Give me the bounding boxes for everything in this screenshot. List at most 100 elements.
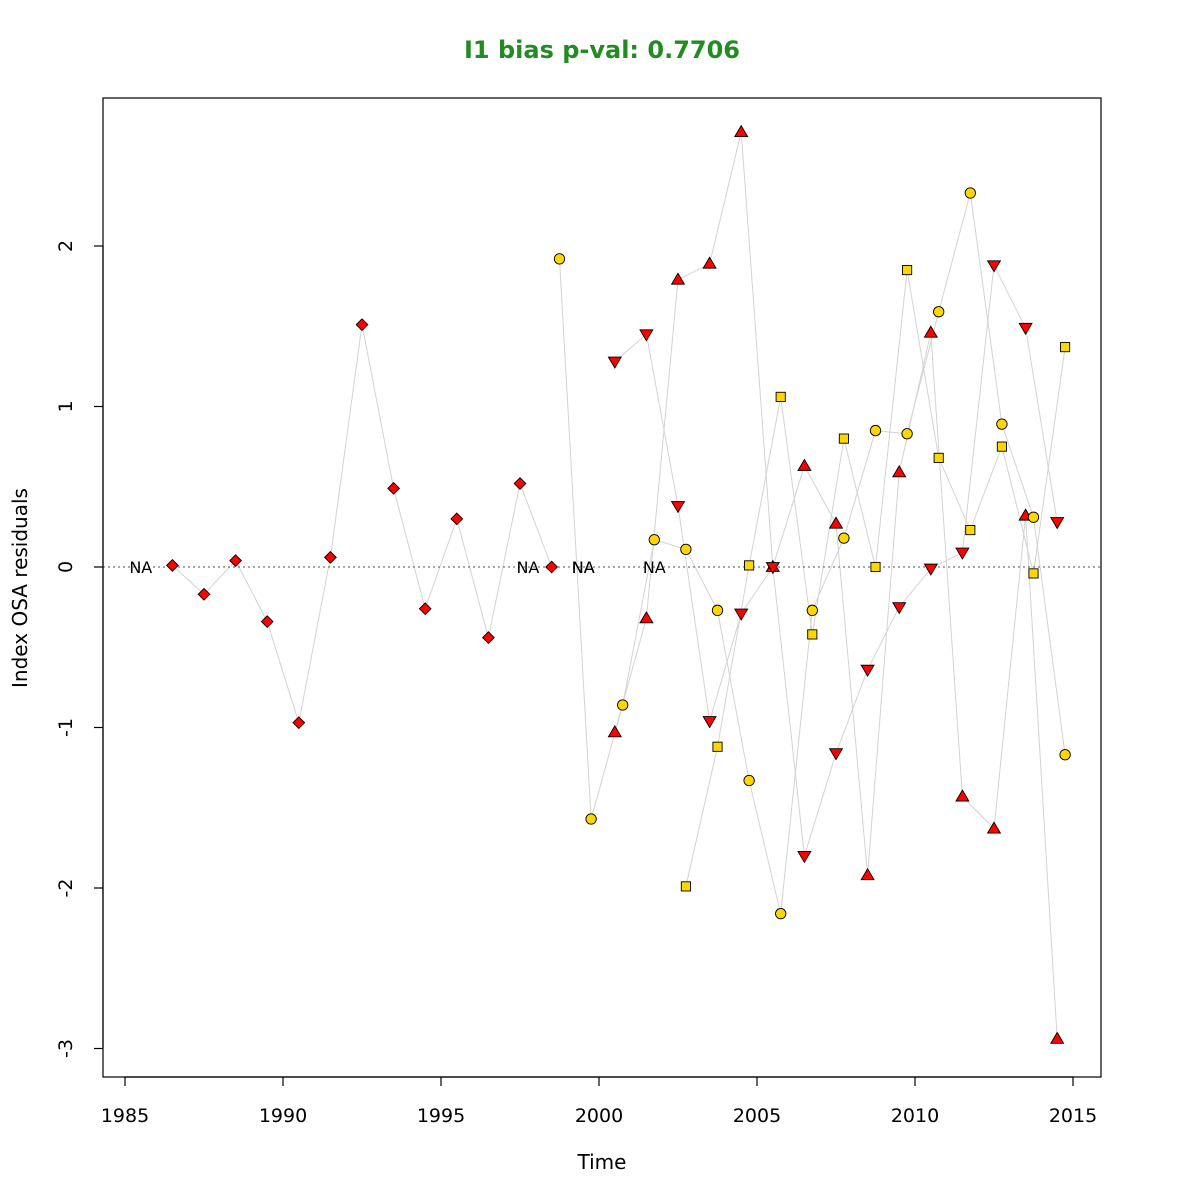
point-triangle-down (607, 356, 622, 369)
point-circle (585, 813, 597, 825)
x-tick-label: 1990 (259, 1105, 307, 1127)
point-triangle-down (828, 748, 844, 761)
point-square (965, 525, 976, 536)
point-circle (775, 908, 787, 920)
point-triangle-down (892, 602, 907, 615)
x-tick-label: 2000 (575, 1105, 623, 1127)
point-triangle-up (670, 272, 686, 285)
connector-line-triangle-down (614, 263, 1058, 857)
point-diamond (545, 560, 559, 574)
point-square (712, 741, 723, 752)
point-diamond (450, 512, 464, 526)
data-points (165, 124, 1071, 1044)
point-triangle-up (892, 465, 907, 478)
connector-line-triangle-up (614, 131, 1058, 1039)
point-square (775, 391, 786, 402)
point-square (996, 441, 1007, 452)
point-circle (996, 418, 1008, 430)
point-circle (680, 543, 692, 555)
point-square (680, 881, 691, 892)
point-triangle-down (860, 664, 875, 678)
point-diamond (418, 602, 432, 616)
plot-frame (102, 97, 1102, 1078)
point-diamond (165, 558, 179, 572)
point-circle (1059, 749, 1071, 761)
point-triangle-up (607, 725, 622, 738)
point-triangle-up (986, 821, 1002, 834)
point-diamond (292, 716, 306, 730)
na-label: NA (572, 558, 595, 577)
point-triangle-down (765, 562, 780, 575)
point-triangle-down (1018, 322, 1033, 336)
point-triangle-down (1050, 517, 1065, 530)
point-triangle-up (828, 516, 844, 529)
connector-line-diamond (172, 324, 553, 723)
point-diamond (513, 477, 527, 490)
point-diamond (481, 631, 495, 645)
point-triangle-up (955, 789, 970, 802)
point-triangle-down (639, 329, 654, 342)
point-square (744, 560, 755, 571)
point-square (902, 265, 913, 276)
x-tick-label: 2015 (1049, 1105, 1097, 1127)
na-label: NA (516, 558, 539, 577)
point-diamond (229, 554, 243, 568)
point-square (807, 629, 818, 640)
x-tick-label: 2005 (733, 1105, 781, 1127)
x-tick-label: 2010 (891, 1105, 939, 1127)
point-circle (869, 424, 882, 437)
point-triangle-up (860, 867, 875, 881)
y-tick-label: -3 (55, 1039, 77, 1058)
connector-line-square (685, 270, 1066, 887)
connector-line-circle (559, 192, 1066, 914)
point-circle (901, 428, 913, 440)
point-triangle-down (923, 563, 938, 576)
x-axis-label: Time (577, 1150, 627, 1174)
point-circle (743, 774, 755, 787)
y-tick-label: -1 (55, 718, 77, 737)
na-label: NA (572, 558, 595, 577)
point-circle (711, 604, 724, 616)
point-square (933, 452, 944, 463)
point-circle (1027, 511, 1040, 523)
point-triangle-up (702, 256, 717, 269)
y-axis: -3 -2 -1 0 1 2 (55, 240, 104, 1058)
point-square (1060, 342, 1071, 353)
point-circle (648, 534, 660, 546)
point-square (870, 561, 881, 573)
x-axis: 1985 1990 1995 2000 2005 2010 2015 (101, 1076, 1097, 1127)
point-circle (933, 306, 945, 318)
point-diamond (323, 550, 337, 564)
point-circle (838, 532, 850, 544)
point-triangle-up (639, 611, 654, 624)
point-triangle-up (797, 458, 812, 471)
point-circle (553, 253, 566, 265)
point-circle (806, 604, 818, 616)
point-diamond (260, 615, 274, 629)
x-tick-label: 1985 (101, 1105, 149, 1127)
point-circle (617, 699, 629, 711)
point-diamond (387, 481, 401, 495)
point-triangle-up (734, 124, 749, 137)
point-triangle-down (734, 608, 749, 621)
x-tick-label: 1995 (417, 1105, 465, 1127)
point-triangle-down (797, 850, 812, 864)
y-tick-label: 0 (55, 561, 77, 573)
y-tick-label: 2 (55, 240, 77, 252)
point-triangle-up (923, 325, 938, 338)
na-label: NA (643, 558, 666, 577)
point-triangle-up (1050, 1031, 1065, 1044)
point-diamond (355, 318, 369, 332)
point-square (1028, 568, 1039, 579)
point-square (838, 433, 849, 444)
point-triangle-down (955, 547, 970, 560)
y-axis-label: Index OSA residuals (8, 488, 32, 688)
point-triangle-down (986, 260, 1002, 273)
chart-title: I1 bias p-val: 0.7706 (464, 36, 740, 64)
connector-lines (172, 131, 1066, 1039)
y-tick-label: 1 (55, 400, 77, 412)
point-circle (964, 187, 976, 199)
na-label: NA (129, 558, 152, 577)
